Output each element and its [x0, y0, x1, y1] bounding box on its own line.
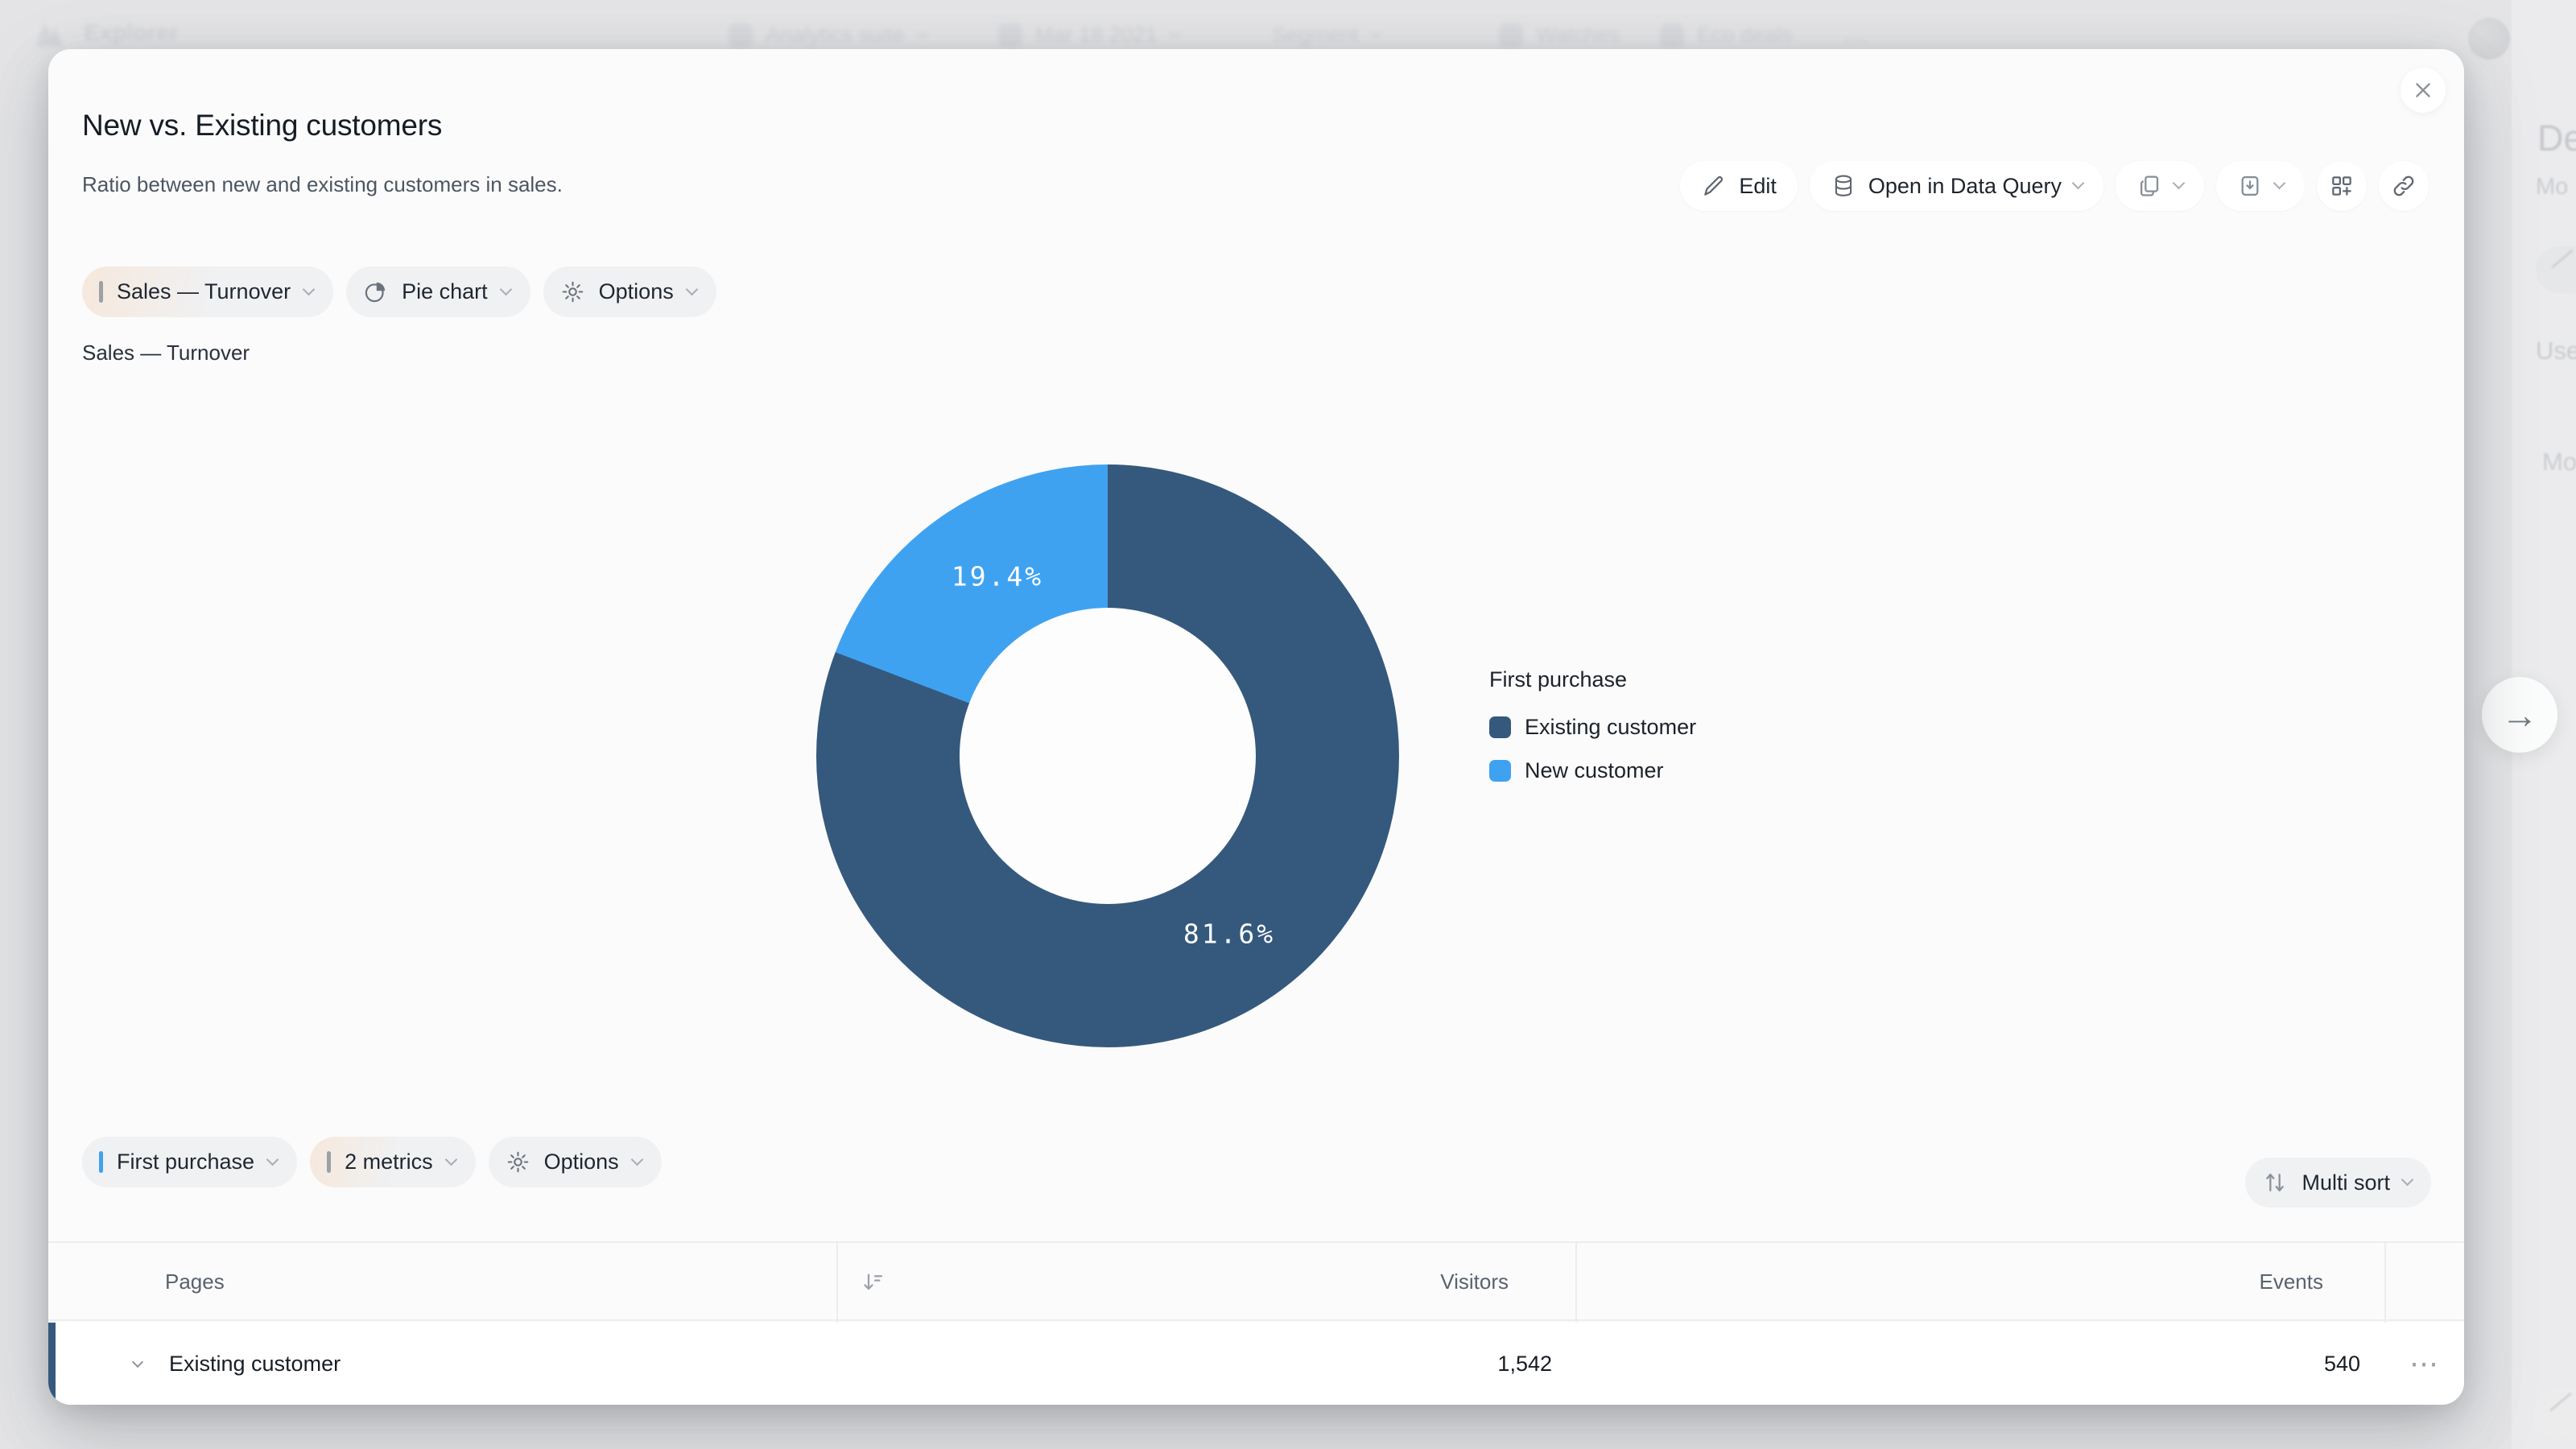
chart-type-chip[interactable]: Pie chart: [346, 266, 530, 317]
series-bar-icon: [99, 281, 103, 303]
chart-legend: First purchase Existing customer New cus…: [1489, 667, 1696, 802]
chevron-down-icon: [444, 1153, 457, 1166]
download-button[interactable]: [2216, 161, 2305, 211]
chevron-down-icon: [630, 1153, 643, 1166]
legend-title: First purchase: [1489, 667, 1628, 691]
chevron-down-icon: [2401, 1173, 2414, 1187]
close-icon: [2416, 83, 2430, 97]
slice-label-new: 19.4%: [951, 560, 1044, 592]
row-events-value: 540: [2323, 1351, 2360, 1376]
download-icon: [2241, 175, 2259, 196]
pie-chart-icon: [365, 282, 386, 303]
open-in-data-query-button[interactable]: Open in Data Query: [1809, 161, 2103, 211]
duplicate-button[interactable]: [2116, 161, 2204, 211]
data-table: Pages Visitors Events Existing customer …: [48, 1241, 2464, 1405]
chevron-down-icon: [302, 283, 316, 295]
table-controls: First purchase 2 metrics Options: [82, 1137, 662, 1187]
column-header-pages[interactable]: Pages: [165, 1269, 225, 1294]
toolbar: Edit Open in Data Query: [1680, 161, 2429, 211]
metrics-bar-icon: [327, 1151, 332, 1173]
edit-button[interactable]: Edit: [1680, 161, 1798, 211]
dimension-bar-icon: [99, 1151, 103, 1173]
chart-controls: Sales — Turnover Pie chart Options: [82, 266, 716, 317]
row-expand-chevron-icon[interactable]: [131, 1356, 144, 1368]
dimension-chip[interactable]: First purchase: [82, 1137, 298, 1187]
widget-modal: New vs. Existing customers Ratio between…: [48, 49, 2464, 1405]
legend-item-existing: Existing customer: [1489, 715, 1696, 739]
row-name: Existing customer: [169, 1351, 341, 1376]
chevron-down-icon: [266, 1153, 279, 1166]
column-header-visitors[interactable]: Visitors: [1440, 1269, 1509, 1294]
swatch-existing-customer: [1489, 716, 1511, 738]
table-row[interactable]: Existing customer 1,542 540 ⋯: [48, 1323, 2464, 1405]
row-accent-bar: [48, 1323, 56, 1405]
database-icon: [1835, 175, 1852, 196]
chevron-down-icon: [685, 283, 698, 295]
swatch-new-customer: [1489, 759, 1511, 782]
gear-icon: [507, 1151, 528, 1173]
data-source-chip[interactable]: Sales — Turnover: [82, 266, 334, 317]
link-icon: [2393, 175, 2414, 196]
close-button[interactable]: [2401, 68, 2446, 113]
row-menu-icon[interactable]: ⋯: [2409, 1347, 2440, 1380]
chevron-down-icon: [2273, 176, 2286, 190]
copy-icon: [2140, 175, 2159, 196]
sort-arrows-icon: [2266, 1173, 2285, 1192]
slice-label-existing: 81.6%: [1183, 918, 1276, 950]
legend-item-new: New customer: [1489, 758, 1696, 782]
panel-expand-button[interactable]: →: [2482, 677, 2557, 753]
table-options-chip[interactable]: Options: [488, 1137, 662, 1187]
donut-chart[interactable]: [816, 464, 1399, 1047]
row-visitors-value: 1,542: [1497, 1351, 1552, 1376]
sort-descending-icon[interactable]: [861, 1269, 886, 1295]
chevron-down-icon: [2071, 176, 2085, 190]
gear-icon: [562, 281, 583, 303]
copy-link-button[interactable]: [2379, 161, 2429, 211]
chevron-down-icon: [2172, 176, 2186, 190]
metrics-chip[interactable]: 2 metrics: [310, 1137, 476, 1187]
page-title: New vs. Existing customers: [82, 109, 443, 142]
grid-add-icon: [2332, 176, 2351, 196]
chart-title: Sales — Turnover: [82, 341, 250, 365]
chevron-down-icon: [499, 283, 512, 295]
pencil-icon: [1704, 175, 1724, 196]
column-header-events[interactable]: Events: [2259, 1269, 2324, 1294]
page-subtitle: Ratio between new and existing customers…: [82, 172, 563, 196]
chart-options-chip[interactable]: Options: [543, 266, 716, 317]
add-to-dashboard-button[interactable]: [2317, 161, 2367, 211]
arrow-right-icon: →: [2501, 694, 2538, 736]
table-header: Pages Visitors Events: [48, 1241, 2464, 1321]
multi-sort-button[interactable]: Multi sort: [2245, 1158, 2431, 1208]
